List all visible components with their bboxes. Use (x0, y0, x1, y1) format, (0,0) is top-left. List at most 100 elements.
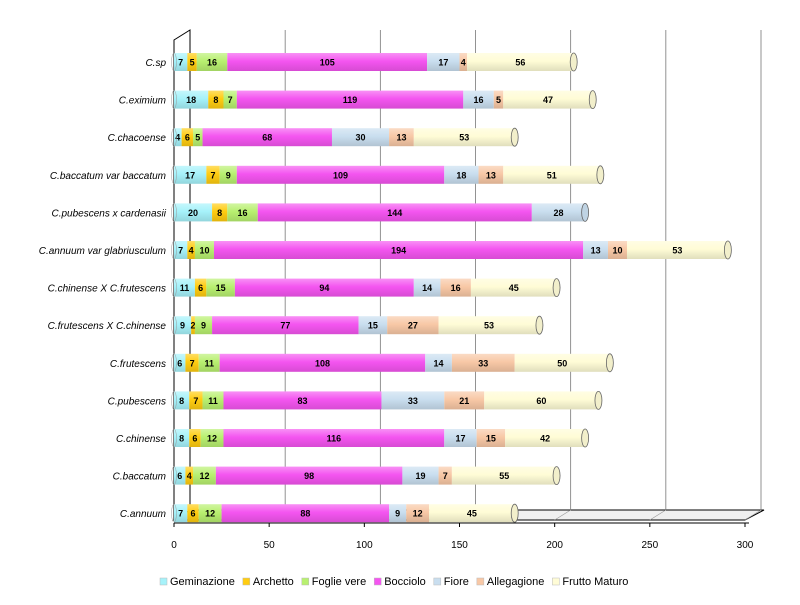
data-label: 13 (591, 246, 601, 256)
bar-segment (174, 278, 195, 297)
data-label: 53 (484, 321, 494, 331)
data-label: 16 (451, 283, 461, 293)
bar-segment (202, 391, 224, 410)
bar-segment (187, 241, 195, 259)
bar-end-cap (510, 127, 519, 147)
bar-segment (174, 241, 188, 259)
bar-segment (174, 391, 190, 410)
data-label: 15 (368, 321, 378, 331)
bar-segment (406, 504, 430, 523)
bar-segment (438, 316, 540, 335)
bar-segment (257, 203, 532, 222)
bar-segment (402, 466, 439, 485)
bar-segment (219, 353, 426, 372)
data-label: 8 (217, 208, 222, 218)
data-label: 47 (543, 95, 553, 105)
bar-segment (206, 278, 235, 297)
data-label: 9 (395, 509, 400, 519)
data-label: 12 (413, 509, 423, 519)
bar-start-cap (171, 203, 177, 222)
data-label: 8 (213, 95, 218, 105)
category-label: C.chinense X C.frutescens (48, 284, 166, 295)
bar-segment (187, 504, 199, 523)
bar-segment (607, 241, 627, 259)
data-label: 11 (180, 283, 190, 293)
gridline-floor (554, 509, 571, 521)
data-label: 14 (434, 358, 444, 368)
data-label: 116 (327, 434, 342, 444)
bar-segment (503, 90, 593, 109)
data-label: 15 (216, 283, 226, 293)
bar-segment (174, 504, 188, 523)
bar-segment (425, 353, 452, 372)
data-label: 11 (204, 358, 214, 368)
bar-segment (236, 165, 445, 184)
bar-segment (174, 466, 186, 485)
bar-segment (193, 466, 216, 485)
data-label: 7 (190, 358, 195, 368)
bar-segment (444, 391, 485, 410)
legend-swatch (373, 577, 382, 586)
data-label: 17 (438, 58, 448, 68)
legend-swatch (476, 577, 485, 586)
data-label: 98 (304, 471, 314, 481)
bar-segment (223, 90, 237, 109)
category-label: C.annuum var glabriusculum (39, 246, 166, 257)
bar-segment (358, 316, 388, 335)
bar-segment (429, 504, 515, 523)
data-label: 88 (300, 509, 310, 519)
bar-segment (223, 391, 382, 410)
data-label: 12 (207, 434, 217, 444)
bar-segment (459, 53, 468, 71)
bar-row: C.pubescens x cardenasii 20 8 16 144 28 (51, 202, 590, 222)
data-label: 83 (297, 396, 307, 406)
category-label: C.pubescens x cardenasii (51, 208, 166, 219)
x-tick-label: 250 (641, 540, 658, 551)
legend-item: Archetto (242, 576, 294, 588)
legend-label: Foglie vere (312, 576, 366, 588)
bar-start-cap (171, 353, 177, 373)
bar-row: C.chacoense 4 6 5 68 30 13 53 (108, 127, 519, 147)
data-label: 51 (547, 170, 557, 180)
data-label: 5 (195, 133, 200, 143)
bar-segment (505, 429, 586, 447)
bar-segment (476, 429, 506, 447)
bar-end-cap (569, 52, 578, 72)
data-label: 7 (178, 246, 183, 256)
bar-segment (212, 203, 228, 222)
bar-segment (194, 241, 214, 259)
data-label: 20 (188, 208, 198, 218)
bar-segment (389, 128, 414, 147)
bar-segment (174, 429, 190, 447)
legend-item: Bocciolo (373, 576, 426, 588)
category-label: C.frutescens (110, 359, 166, 370)
category-label: C.sp (145, 58, 166, 69)
bar-segment (440, 278, 471, 297)
data-label: 42 (540, 434, 550, 444)
bar-end-cap (605, 353, 614, 373)
bar-segment (493, 90, 504, 109)
legend-label: Fiore (444, 576, 469, 588)
data-label: 17 (185, 170, 195, 180)
bar-segment (198, 353, 220, 372)
data-label: 2 (191, 321, 196, 331)
bar-row: C.sp 7 5 16 105 17 4 56 (145, 52, 578, 72)
bar-end-cap (588, 90, 597, 109)
data-label: 14 (422, 283, 432, 293)
bar-segment (219, 165, 237, 184)
data-label: 6 (191, 509, 196, 519)
data-label: 17 (455, 434, 465, 444)
gridline-floor (744, 509, 762, 521)
data-label: 6 (198, 283, 203, 293)
data-label: 33 (408, 396, 418, 406)
bar-segment (387, 316, 439, 335)
category-label: C.chinense (116, 434, 166, 445)
data-label: 18 (186, 95, 196, 105)
bar-end-cap (594, 390, 603, 410)
data-label: 7 (211, 170, 216, 180)
data-label: 21 (459, 396, 469, 406)
data-label: 4 (189, 246, 194, 256)
bar-start-cap (171, 466, 177, 485)
bar-segment (185, 353, 199, 372)
bar-segment (221, 504, 390, 523)
